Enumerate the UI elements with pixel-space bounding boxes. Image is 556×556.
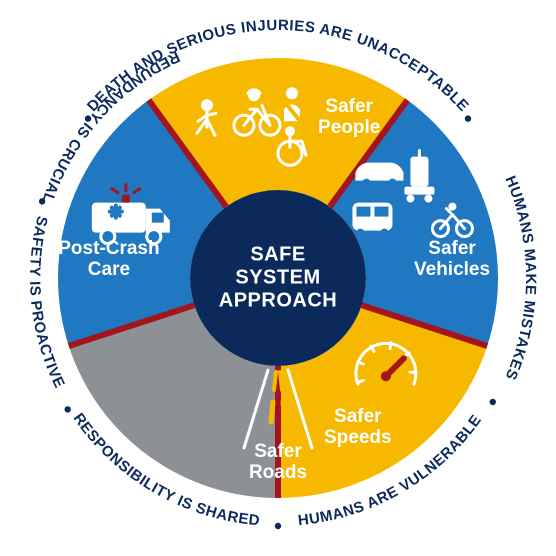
ring-dot-icon (490, 399, 496, 405)
ring-dot-icon (275, 523, 281, 529)
safe-system-diagram: DEATH AND SERIOUS INJURIES ARE UNACCEPTA… (0, 0, 556, 556)
ring-dot-icon (64, 406, 70, 412)
center-circle (190, 190, 366, 366)
chart-svg: DEATH AND SERIOUS INJURIES ARE UNACCEPTA… (0, 0, 556, 556)
ring-dot-icon (39, 198, 45, 204)
ring-text: HUMANS MAKE MISTAKES (501, 173, 539, 382)
ring-dot-icon (465, 115, 471, 121)
ring-dot-icon (85, 115, 91, 121)
